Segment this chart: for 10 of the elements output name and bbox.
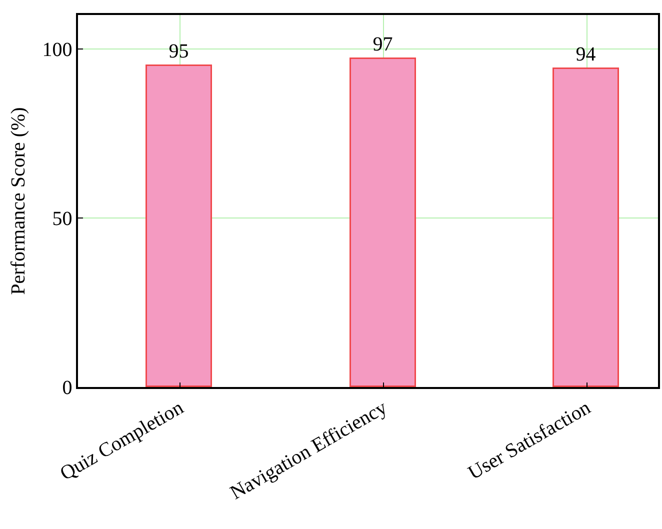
data-label: 94 <box>576 43 596 66</box>
bar <box>350 58 416 387</box>
y-tick-label: 100 <box>42 38 72 61</box>
data-label: 97 <box>372 33 393 56</box>
y-tick-label: 50 <box>52 208 72 230</box>
y-axis-title: Performance Score (%) <box>7 107 30 295</box>
y-tick-label: 0 <box>62 377 72 399</box>
bar <box>552 68 619 387</box>
data-label: 95 <box>168 40 189 62</box>
bar <box>146 64 212 387</box>
